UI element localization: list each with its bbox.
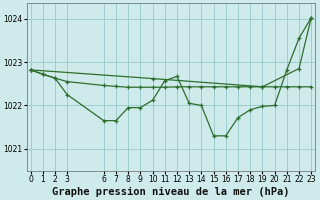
X-axis label: Graphe pression niveau de la mer (hPa): Graphe pression niveau de la mer (hPa) [52, 186, 290, 197]
